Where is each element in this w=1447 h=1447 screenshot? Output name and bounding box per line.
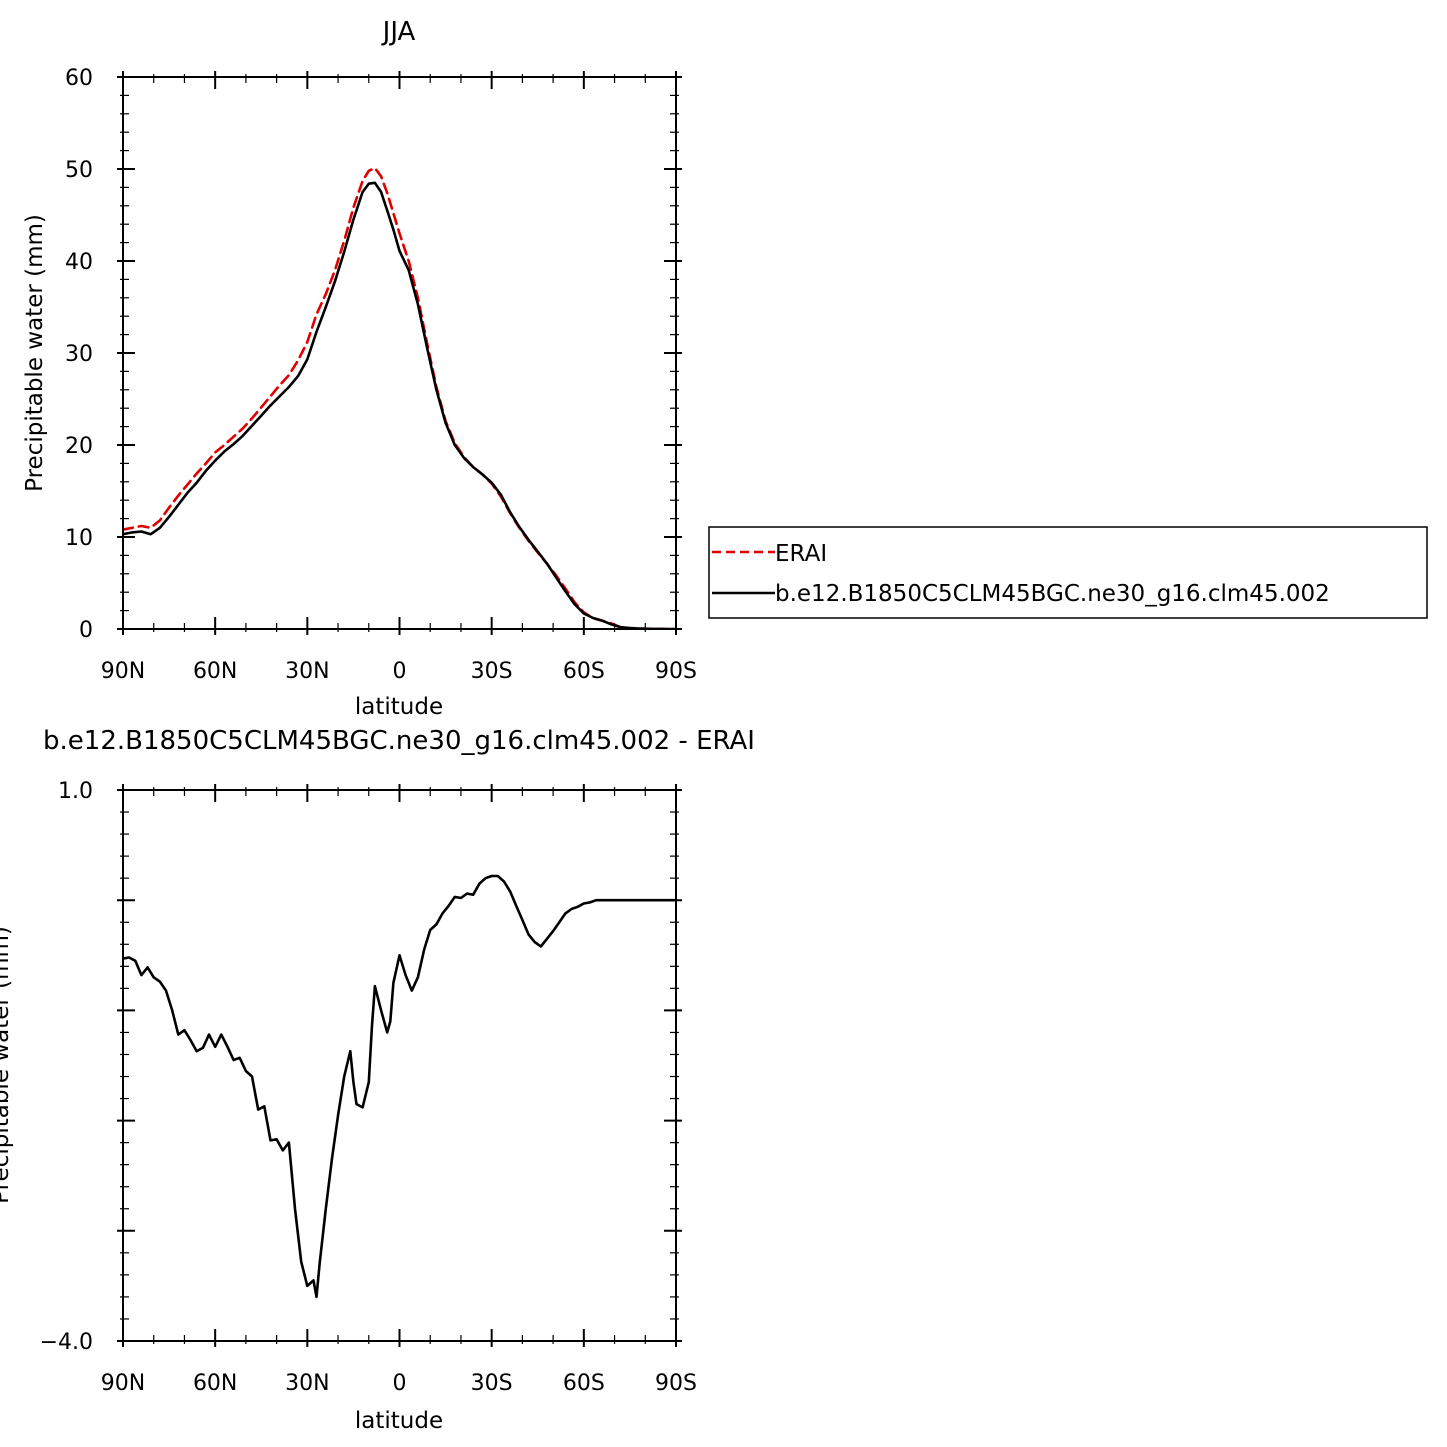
bottom-series-line-0	[123, 874, 676, 1299]
top-y-tick-labels: 0 10 20 30 40 50 60	[65, 66, 93, 643]
top-series-line-1	[123, 181, 676, 629]
legend-entry-model: b.e12.B1850C5CLM45BGC.ne30_g16.clm45.002	[775, 581, 1330, 607]
bottom-ticks	[117, 784, 682, 1347]
bottom-x-axis-label: latitude	[355, 1408, 443, 1434]
top-x-tick-label: 60S	[563, 659, 605, 684]
top-x-tick-label: 0	[393, 659, 407, 684]
top-x-axis-label: latitude	[355, 694, 443, 720]
top-ticks	[117, 71, 682, 635]
top-plot-frame	[122, 76, 677, 630]
bottom-x-tick-labels: 90N 60N 30N 0 30S 60S 90S	[101, 1371, 697, 1396]
bottom-panel: b.e12.B1850C5CLM45BGC.ne30_g16.clm45.002…	[0, 726, 755, 1434]
top-x-tick-label: 30S	[471, 659, 513, 684]
bottom-x-tick-label: 0	[393, 1371, 407, 1396]
bottom-x-tick-label: 60S	[563, 1371, 605, 1396]
top-x-tick-label: 60N	[193, 659, 237, 684]
legend: ERAI b.e12.B1850C5CLM45BGC.ne30_g16.clm4…	[708, 526, 1428, 619]
top-panel: JJA 0 10 20 30 40 50 60 90N 60N 30N 0 30S 60S 90S la…	[22, 17, 697, 720]
top-lines	[123, 166, 676, 629]
top-y-axis-label: Precipitable water (mm)	[22, 214, 48, 492]
bottom-x-tick-label: 90N	[101, 1371, 145, 1396]
top-y-tick-label: 40	[65, 250, 93, 275]
top-y-tick-label: 10	[65, 526, 93, 551]
top-y-tick-label: 0	[79, 618, 93, 643]
legend-entry-erai: ERAI	[775, 541, 827, 567]
legend-box	[708, 526, 1428, 619]
top-x-tick-labels: 90N 60N 30N 0 30S 60S 90S	[101, 659, 697, 684]
bottom-lines	[123, 874, 676, 1299]
bottom-x-tick-label: 60N	[193, 1371, 237, 1396]
bottom-plot-frame	[122, 789, 677, 1342]
bottom-x-tick-label: 30N	[285, 1371, 329, 1396]
bottom-x-tick-label: 30S	[471, 1371, 513, 1396]
top-y-tick-label: 20	[65, 434, 93, 459]
bottom-y-label-mask	[20, 870, 102, 1240]
top-y-tick-label: 50	[65, 158, 93, 183]
bottom-chart-title: b.e12.B1850C5CLM45BGC.ne30_g16.clm45.002…	[43, 726, 755, 756]
bottom-x-tick-label: 90S	[655, 1371, 697, 1396]
bottom-y-axis-label: Precipitable water (mm)	[0, 926, 14, 1204]
bottom-y-tick-label: 1.0	[58, 779, 93, 804]
top-x-tick-label: 30N	[285, 659, 329, 684]
top-series-line-0	[123, 166, 676, 629]
top-x-tick-label: 90S	[655, 659, 697, 684]
top-x-tick-label: 90N	[101, 659, 145, 684]
top-y-tick-label: 30	[65, 342, 93, 367]
top-chart-title: JJA	[381, 17, 416, 47]
top-y-tick-label: 60	[65, 66, 93, 91]
bottom-y-tick-label: −4.0	[40, 1330, 93, 1355]
